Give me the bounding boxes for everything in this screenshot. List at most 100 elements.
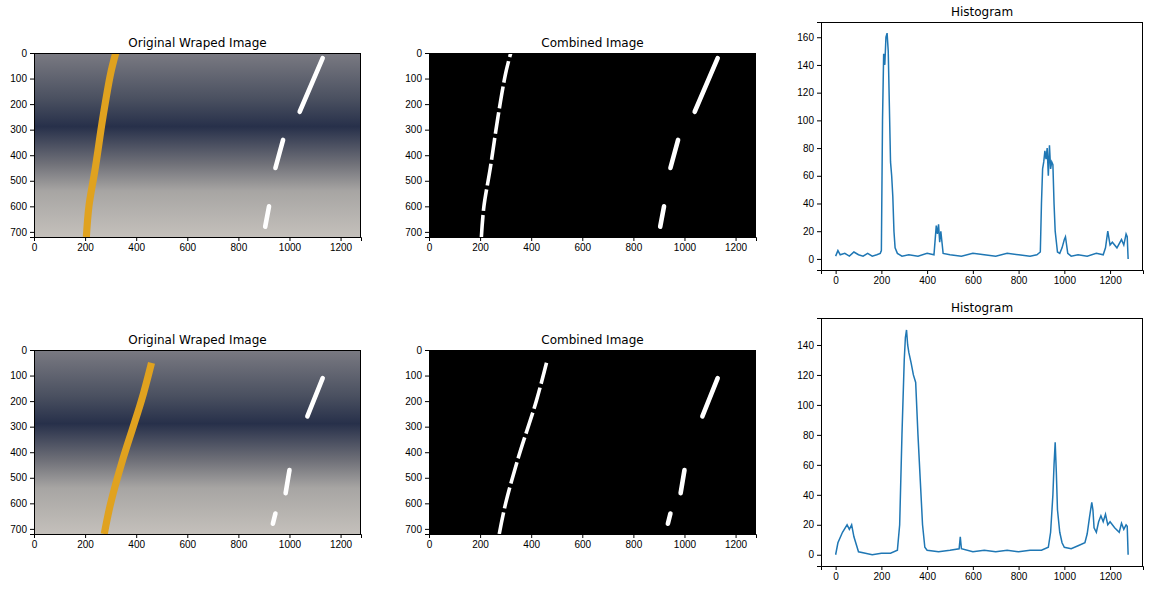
tick-label: 100 [405, 73, 422, 84]
tick-label: 40 [803, 490, 815, 501]
tick-mark [289, 534, 290, 538]
tick: 600 [574, 237, 591, 253]
panel-title: Combined Image [541, 36, 643, 50]
tick: 120 [797, 370, 821, 381]
plot-area [429, 53, 756, 237]
tick-label: 500 [10, 472, 27, 483]
tick-mark [817, 148, 821, 149]
x-axis: 020040060080010001200 [32, 534, 362, 550]
tick-mark [425, 452, 429, 453]
lane-dash [307, 378, 322, 416]
tick-mark [425, 529, 429, 530]
tick-mark [425, 155, 429, 156]
tick-label: 200 [874, 571, 891, 582]
tick: 500 [405, 472, 429, 483]
tick-mark [30, 529, 34, 530]
tick-label: 600 [179, 242, 196, 253]
tick-label: 400 [919, 275, 936, 286]
tick: 400 [523, 237, 540, 253]
tick-label: 800 [626, 242, 643, 253]
lane-line [481, 53, 510, 237]
tick: 1200 [1099, 270, 1122, 286]
x-axis: 020040060080010001200 [427, 534, 757, 550]
tick-label: 20 [803, 226, 815, 237]
x-axis: 020040060080010001200 [822, 566, 1144, 582]
tick: 200 [874, 270, 891, 286]
y-axis: 0100200300400500600700 [405, 345, 429, 535]
tick-mark [881, 270, 882, 274]
tick: 400 [523, 534, 540, 550]
tick-label: 200 [10, 396, 27, 407]
tick: 1000 [674, 237, 697, 253]
tick-mark [30, 401, 34, 402]
tick-label: 60 [803, 460, 815, 471]
tick-mark [30, 53, 34, 54]
tick-label: 700 [10, 524, 27, 535]
tick: 120 [797, 87, 821, 98]
panel-title: Histogram [951, 5, 1013, 19]
tick: 300 [10, 421, 34, 432]
tick: 0 [833, 566, 839, 582]
y-axis: 020406080100120140160 [797, 23, 821, 271]
tick-label: 1200 [1099, 275, 1122, 286]
axis-line [817, 23, 822, 271]
tick: 800 [626, 237, 643, 253]
tick: 400 [10, 447, 34, 458]
tick-mark [1064, 270, 1065, 274]
tick: 1200 [725, 237, 748, 253]
tick-label: 1200 [725, 242, 748, 253]
panel: 0200400600800100012000100200300400500600… [10, 36, 361, 253]
tick-mark [85, 534, 86, 538]
panel-title: Original Wraped Image [128, 333, 266, 347]
lane-dash [660, 206, 664, 226]
tick: 0 [808, 549, 821, 560]
tick: 800 [626, 534, 643, 550]
tick-mark [238, 237, 239, 241]
tick: 60 [803, 170, 821, 181]
tick-mark [684, 237, 685, 241]
tick: 700 [405, 524, 429, 535]
lane-dash [670, 140, 678, 168]
tick-label: 1000 [279, 539, 302, 550]
plot-area [836, 330, 1128, 555]
axis-line [430, 535, 757, 539]
plot-area [429, 350, 756, 534]
tick-label: 0 [427, 242, 433, 253]
tick-mark [425, 79, 429, 80]
frame-right [360, 350, 361, 534]
frame-right [755, 53, 756, 237]
tick-mark [425, 206, 429, 207]
tick: 400 [919, 566, 936, 582]
tick-mark [425, 130, 429, 131]
tick-mark [1110, 566, 1111, 570]
tick-mark [817, 495, 821, 496]
tick-label: 600 [10, 201, 27, 212]
tick: 1000 [279, 237, 302, 253]
lane-dash [702, 378, 717, 416]
tick-label: 1000 [279, 242, 302, 253]
tick: 600 [179, 237, 196, 253]
tick: 0 [32, 534, 38, 550]
tick: 800 [231, 534, 248, 550]
tick-label: 400 [405, 150, 422, 161]
tick-label: 40 [803, 198, 815, 209]
tick-mark [480, 237, 481, 241]
tick: 100 [10, 370, 34, 381]
panel-title: Original Wraped Image [128, 36, 266, 50]
frame-top [429, 53, 756, 54]
tick-label: 0 [21, 48, 27, 59]
tick-label: 300 [405, 421, 422, 432]
tick: 600 [10, 201, 34, 212]
panel-title: Combined Image [541, 333, 643, 347]
tick-label: 1000 [674, 539, 697, 550]
tick-mark [817, 465, 821, 466]
tick-label: 800 [1011, 571, 1028, 582]
tick-mark [817, 525, 821, 526]
tick-mark [425, 104, 429, 105]
tick-label: 0 [833, 275, 839, 286]
tick: 700 [10, 227, 34, 238]
tick-mark [1019, 566, 1020, 570]
tick: 200 [10, 99, 34, 110]
axis-line [425, 54, 430, 238]
lane-dash [668, 514, 671, 524]
